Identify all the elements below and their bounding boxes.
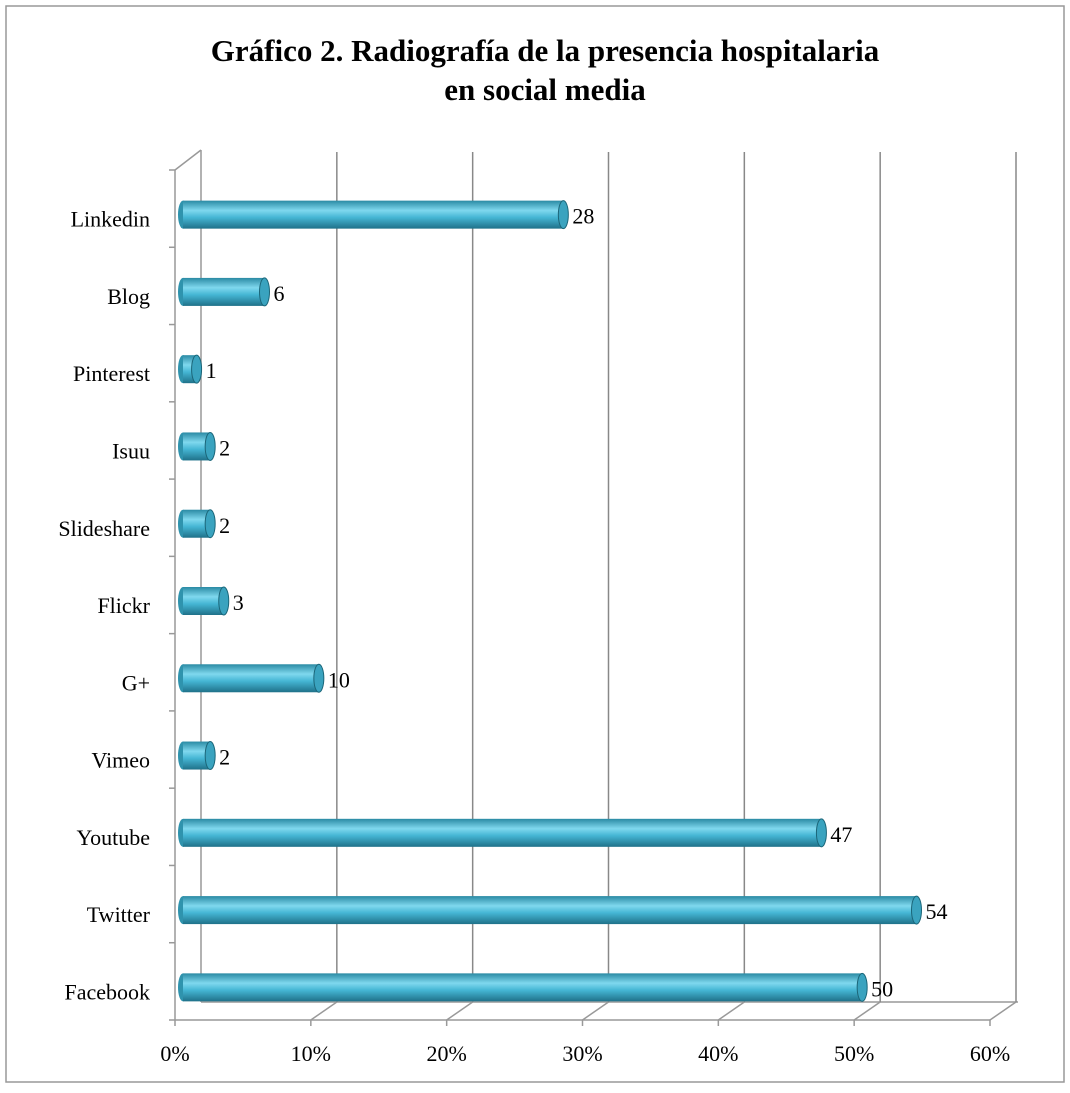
y-tick-label: G+ xyxy=(122,670,150,695)
grid-line xyxy=(853,1001,881,1021)
y-tick-label: Linkedin xyxy=(71,207,150,232)
data-label: 3 xyxy=(233,590,244,615)
bar-part xyxy=(204,741,216,771)
bar-part xyxy=(218,586,230,616)
bar-part xyxy=(313,663,325,693)
bar-part xyxy=(911,895,922,925)
grid-line xyxy=(717,1001,745,1021)
data-label: 50 xyxy=(871,976,893,1001)
data-label: 2 xyxy=(219,513,230,538)
bar-part xyxy=(183,973,863,1002)
bar-part xyxy=(183,587,224,615)
bar-part xyxy=(557,200,569,230)
data-label: 10 xyxy=(328,667,350,692)
bar xyxy=(178,354,203,384)
x-tick-label: 40% xyxy=(698,1041,738,1066)
y-tick-label: Youtube xyxy=(76,825,150,850)
bar xyxy=(178,972,868,1002)
bar-part xyxy=(204,509,216,539)
grid-line xyxy=(582,1001,609,1021)
bar xyxy=(178,200,569,230)
y-tick-label: Isuu xyxy=(112,439,150,464)
bar xyxy=(178,895,922,925)
left-wall xyxy=(174,149,202,171)
bar xyxy=(178,741,216,771)
x-tick-label: 30% xyxy=(562,1041,602,1066)
bar-part xyxy=(191,354,203,384)
chart-title: Gráfico 2. Radiografía de la presencia h… xyxy=(211,33,880,68)
bar-part xyxy=(815,818,827,848)
y-tick-label: Twitter xyxy=(87,902,151,927)
bar-part xyxy=(183,896,917,925)
bar xyxy=(178,818,827,848)
bar-part xyxy=(183,818,822,847)
x-tick-label: 20% xyxy=(427,1041,467,1066)
y-tick-label: Blog xyxy=(107,284,150,309)
data-label: 28 xyxy=(572,204,594,229)
bar-part xyxy=(183,277,265,306)
y-tick-label: Slideshare xyxy=(58,516,150,541)
bar-part xyxy=(183,664,319,693)
grid-line xyxy=(989,1001,1017,1021)
bar-part xyxy=(183,200,564,229)
y-tick-label: Pinterest xyxy=(73,361,150,386)
x-tick-label: 0% xyxy=(160,1041,189,1066)
x-tick-label: 10% xyxy=(291,1041,331,1066)
bar xyxy=(178,277,270,307)
grid-line xyxy=(446,1001,474,1021)
bar-part xyxy=(259,277,270,307)
grid-line xyxy=(310,1001,338,1021)
data-label: 2 xyxy=(219,745,230,770)
y-tick-label: Facebook xyxy=(64,979,150,1004)
data-label: 6 xyxy=(274,281,285,306)
bar-part xyxy=(204,431,216,461)
bar xyxy=(178,663,325,693)
x-tick-label: 50% xyxy=(834,1041,874,1066)
data-label: 54 xyxy=(926,899,948,924)
bar xyxy=(178,586,230,616)
data-label: 47 xyxy=(830,822,852,847)
bar xyxy=(178,431,216,461)
x-tick-label: 60% xyxy=(970,1041,1010,1066)
chart-title: en social media xyxy=(444,72,646,107)
data-label: 2 xyxy=(219,436,230,461)
bar xyxy=(178,509,216,539)
y-tick-label: Flickr xyxy=(97,593,150,618)
y-tick-label: Vimeo xyxy=(91,748,150,773)
data-label: 1 xyxy=(206,358,217,383)
bar-part xyxy=(856,972,868,1002)
